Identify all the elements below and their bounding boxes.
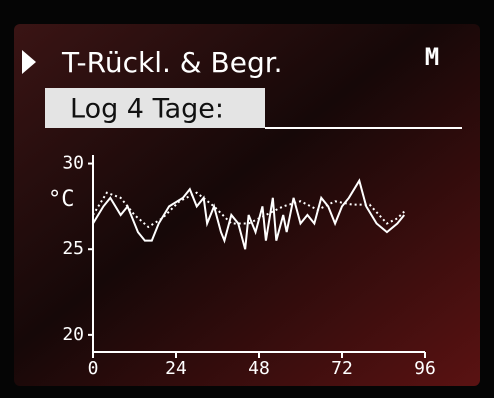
y-tick-label: 25: [62, 238, 84, 259]
x-tick-label: 48: [248, 358, 270, 379]
device-screen: T-Rückl. & Begr. M Log 4 Tage: °C 20 25 30…: [0, 0, 494, 398]
x-tick-label: 0: [88, 358, 99, 379]
y-tick-label: 20: [62, 324, 84, 345]
x-tick-label: 96: [414, 358, 436, 379]
screen-title: T-Rückl. & Begr.: [61, 46, 283, 79]
y-tick-label: 30: [62, 153, 84, 174]
subtitle: Log 4 Tage:: [70, 94, 224, 125]
x-tick-label: 24: [165, 358, 187, 379]
y-axis-label: °C: [48, 187, 75, 212]
mode-indicator: M: [425, 43, 439, 71]
x-tick-label: 72: [331, 358, 353, 379]
